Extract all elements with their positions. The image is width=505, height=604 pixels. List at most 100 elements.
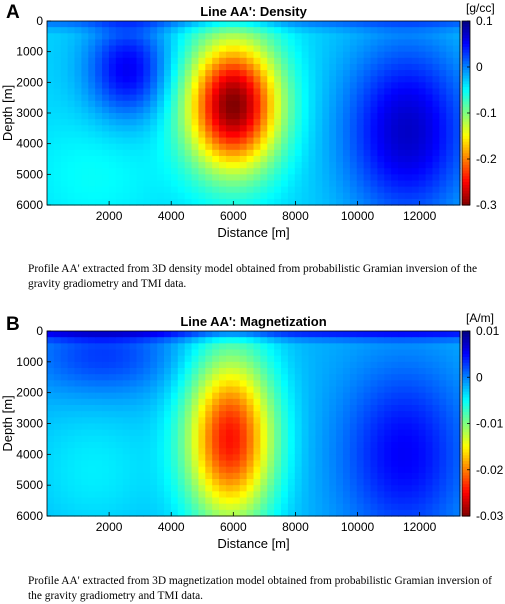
- heatmap-cell: [205, 349, 213, 357]
- heatmap-cell: [122, 331, 131, 338]
- heatmap-cell: [150, 82, 158, 90]
- heatmap-cell: [274, 137, 282, 145]
- heatmap-cell: [88, 405, 96, 412]
- heatmap-cell: [67, 131, 76, 139]
- heatmap-cell: [115, 429, 124, 437]
- heatmap-cell: [391, 423, 399, 431]
- heatmap-cell: [391, 503, 399, 511]
- heatmap-cell: [267, 39, 275, 47]
- heatmap-cell: [219, 63, 227, 71]
- heatmap-cell: [287, 70, 296, 77]
- heatmap-cell: [446, 361, 454, 369]
- heatmap-cell: [232, 355, 241, 363]
- colorbar-swatch: [462, 458, 470, 462]
- heatmap-cell: [308, 331, 317, 338]
- heatmap-cell: [95, 70, 103, 77]
- heatmap-cell: [184, 331, 193, 338]
- heatmap-cell: [60, 503, 69, 511]
- heatmap-cell: [342, 149, 351, 157]
- heatmap-cell: [446, 454, 454, 462]
- heatmap-cell: [191, 509, 200, 517]
- heatmap-cell: [398, 368, 406, 375]
- heatmap-cell: [294, 51, 303, 59]
- heatmap-cell: [322, 337, 330, 344]
- heatmap-cell: [88, 429, 96, 437]
- heatmap-cell: [260, 174, 268, 182]
- heatmap-cell: [88, 33, 96, 40]
- heatmap-cell: [150, 349, 158, 357]
- heatmap-cell: [425, 491, 434, 499]
- heatmap-cell: [377, 392, 385, 400]
- heatmap-cell: [60, 343, 69, 351]
- heatmap-cell: [404, 368, 413, 375]
- heatmap-cell: [274, 168, 282, 175]
- heatmap-cell: [439, 192, 447, 200]
- heatmap-cell: [453, 106, 461, 114]
- heatmap-cell: [308, 51, 317, 59]
- heatmap-cell: [115, 454, 124, 462]
- colorbar-swatch: [462, 130, 470, 134]
- heatmap-cell: [239, 398, 248, 406]
- heatmap-cell: [253, 442, 261, 449]
- heatmap-cell: [157, 88, 165, 96]
- heatmap-cell: [267, 45, 275, 53]
- heatmap-cell: [129, 380, 138, 388]
- heatmap-cell: [129, 398, 138, 406]
- heatmap-cell: [301, 51, 310, 59]
- heatmap-cell: [398, 33, 406, 40]
- heatmap-cell: [170, 76, 179, 83]
- heatmap-cell: [308, 168, 317, 175]
- heatmap-cell: [281, 472, 289, 480]
- heatmap-cell: [232, 27, 241, 34]
- heatmap-cell: [363, 374, 372, 381]
- heatmap-cell: [363, 70, 372, 77]
- heatmap-cell: [439, 33, 447, 40]
- heatmap-cell: [342, 21, 351, 28]
- heatmap-cell: [370, 343, 378, 351]
- heatmap-cell: [446, 343, 454, 351]
- heatmap-cell: [150, 411, 158, 418]
- heatmap-cell: [432, 100, 440, 108]
- heatmap-cell: [198, 509, 206, 517]
- heatmap-cell: [219, 51, 227, 59]
- heatmap-cell: [232, 82, 241, 90]
- heatmap-cell: [308, 149, 317, 157]
- heatmap-cell: [232, 497, 241, 505]
- heatmap-cell: [212, 368, 220, 375]
- heatmap-cell: [329, 21, 337, 28]
- heatmap-cell: [136, 497, 144, 505]
- colorbar-swatch: [462, 29, 470, 34]
- heatmap-cell: [377, 386, 385, 394]
- heatmap-cell: [274, 149, 282, 157]
- heatmap-cell: [150, 485, 158, 492]
- heatmap-cell: [301, 198, 310, 206]
- heatmap-cell: [246, 149, 255, 157]
- heatmap-cell: [315, 39, 323, 47]
- heatmap-cell: [356, 82, 365, 90]
- heatmap-cell: [47, 174, 55, 182]
- heatmap-cell: [157, 435, 165, 443]
- heatmap-cell: [170, 411, 179, 418]
- heatmap-cell: [108, 355, 117, 363]
- colorbar-swatch: [462, 510, 470, 514]
- heatmap-cell: [398, 63, 406, 71]
- heatmap-cell: [281, 398, 289, 406]
- heatmap-cell: [370, 162, 378, 169]
- heatmap-cell: [88, 361, 96, 369]
- heatmap-cell: [404, 82, 413, 90]
- heatmap-cell: [294, 368, 303, 375]
- heatmap-cell: [418, 94, 427, 102]
- heatmap-cell: [294, 435, 303, 443]
- heatmap-cell: [425, 479, 434, 486]
- heatmap-cell: [411, 337, 420, 344]
- heatmap-cell: [439, 27, 447, 34]
- heatmap-cell: [136, 21, 144, 28]
- heatmap-cell: [81, 417, 89, 425]
- heatmap-cell: [363, 198, 372, 206]
- heatmap-cell: [267, 125, 275, 132]
- heatmap-cell: [108, 180, 117, 188]
- heatmap-cell: [150, 168, 158, 175]
- heatmap-cell: [88, 57, 96, 65]
- heatmap-cell: [287, 39, 296, 47]
- heatmap-cell: [260, 143, 268, 151]
